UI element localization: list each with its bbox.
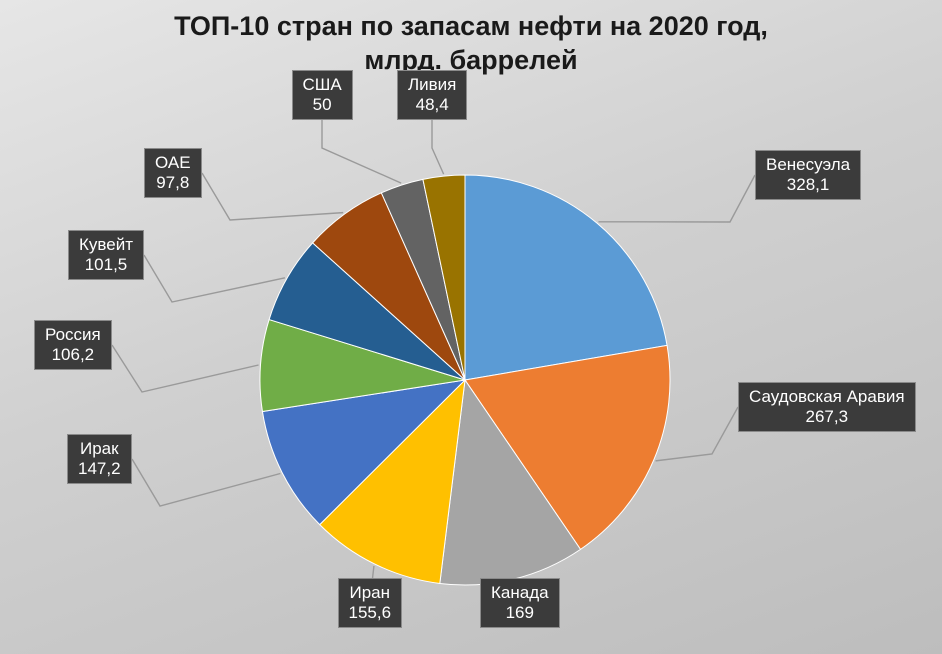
slice-label-name: Иран (349, 583, 392, 603)
pie-svg (0, 0, 942, 654)
slice-label-value: 155,6 (349, 603, 392, 623)
leader-line (322, 120, 401, 183)
slice-label-value: 48,4 (408, 95, 456, 115)
slice-label-value: 267,3 (749, 407, 905, 427)
pie-chart: Венесуэла328,1 Саудовская Аравия267,3 Кана… (0, 0, 942, 654)
slice-label: ОАЕ97,8 (144, 148, 202, 198)
leader-line (598, 175, 755, 222)
slice-label-name: Ирак (78, 439, 121, 459)
slice-label-value: 101,5 (79, 255, 133, 275)
slice-label: Иран155,6 (338, 578, 403, 628)
slice-label: Ирак147,2 (67, 434, 132, 484)
slice-label-name: Кувейт (79, 235, 133, 255)
slice-label-value: 50 (303, 95, 342, 115)
slice-label-name: Ливия (408, 75, 456, 95)
leader-line (144, 255, 285, 302)
slice-label-name: ОАЕ (155, 153, 191, 173)
slice-label: США50 (292, 70, 353, 120)
leader-line (112, 345, 259, 392)
slice-label-name: США (303, 75, 342, 95)
leader-line (132, 459, 280, 506)
pie-slice (465, 175, 667, 380)
slice-label-value: 169 (491, 603, 549, 623)
slice-label: Кувейт101,5 (68, 230, 144, 280)
slice-label-name: Канада (491, 583, 549, 603)
slice-label-name: Венесуэла (766, 155, 850, 175)
slice-label: Ливия48,4 (397, 70, 467, 120)
slice-label: Саудовская Аравия267,3 (738, 382, 916, 432)
leader-line (202, 173, 343, 220)
slice-label-value: 328,1 (766, 175, 850, 195)
slice-label-name: Россия (45, 325, 101, 345)
slice-label-name: Саудовская Аравия (749, 387, 905, 407)
slice-label: Венесуэла328,1 (755, 150, 861, 200)
slice-label: Канада169 (480, 578, 560, 628)
slice-label: Россия106,2 (34, 320, 112, 370)
slice-label-value: 106,2 (45, 345, 101, 365)
leader-line (656, 407, 738, 461)
slice-label-value: 147,2 (78, 459, 121, 479)
slice-label-value: 97,8 (155, 173, 191, 193)
leader-line (432, 120, 444, 174)
